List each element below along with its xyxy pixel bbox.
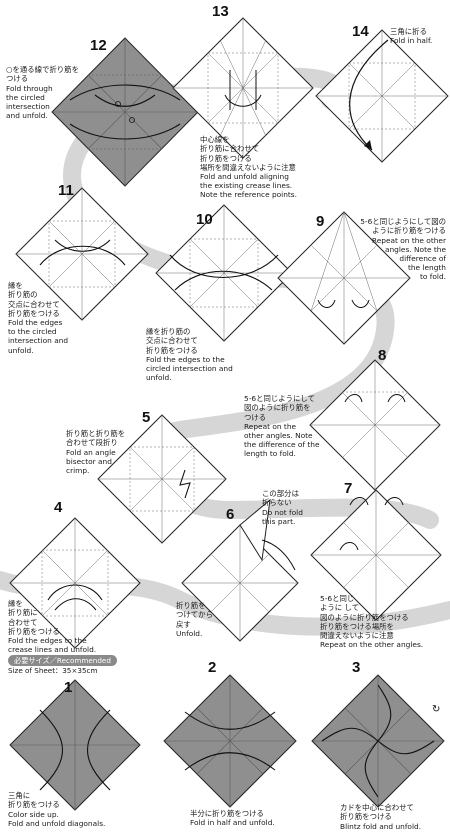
step-12-caption: ○を通る線で折り筋を つける Fold through the circled … <box>6 56 106 130</box>
step-10-ja: 縁を折り筋の 交点に合わせて 折り筋をつける <box>146 327 198 355</box>
step-number-3: 3 <box>352 659 361 676</box>
step-7-caption: 5-6と同じ ように して 図のように折り筋をつける 折り筋をつける場所を 間違… <box>320 585 448 659</box>
step-14-ja: 三角に折る <box>390 27 427 37</box>
recommended-badge: 必要サイズ／Recommended <box>8 655 117 666</box>
step-number-10: 10 <box>196 211 213 228</box>
step-9-caption: 5-6と同じようにして図の ように折り筋をつける Repeat on the o… <box>328 208 446 291</box>
step-8-ja: 5-6と同じようにして 図のように折り筋を つける <box>244 394 315 422</box>
step-12-ja: ○を通る線で折り筋を つける <box>6 65 79 84</box>
step-3-diamond: ↻ <box>311 674 445 808</box>
step-6-ja: 折り筋を つけてから 戻す <box>176 601 213 629</box>
step-11-en: Fold the edges to the circled intersecti… <box>8 318 69 355</box>
step-6-note-en: Do not fold this part. <box>262 507 303 526</box>
step-8-en: Repeat on the other angles. Note the dif… <box>244 421 320 459</box>
step-5-diamond <box>97 414 227 544</box>
step-11-caption: 縁を 折り筋の 交点に合わせて 折り筋をつける Fold the edges t… <box>8 272 88 364</box>
step-10-en: Fold the edges to the circled intersecti… <box>146 354 233 383</box>
step-14-diamond <box>315 29 449 163</box>
step-7-en: Repeat on the other angles. <box>320 640 424 650</box>
step-number-13: 13 <box>212 3 229 20</box>
recommended-size: 必要サイズ／Recommended Size of Sheet：35×35cm <box>8 655 117 675</box>
step-2-caption: 半分に折り筋をつける Fold in half and unfold. <box>190 800 320 837</box>
step-9-en: Repeat on the other angles. Note the dif… <box>371 235 446 282</box>
step-5-en: Fold an angle bisector and crimp. <box>66 447 116 476</box>
step-14-caption: 三角に折る Fold in half. <box>390 18 450 55</box>
step-9-ja: 5-6と同じようにして図の ように折り筋をつける <box>360 217 446 236</box>
step-13-caption: 中心線を 折り筋に合わせて 折り筋をつける 場所を間違えないように注意 Fold… <box>200 126 340 209</box>
step-6-en: Unfold. <box>176 628 203 638</box>
step-5-caption: 折り筋と折り筋を 合わせて段折り Fold an angle bisector … <box>66 420 146 484</box>
step-2-diamond <box>163 674 297 808</box>
step-9-diamond <box>277 211 411 345</box>
step-number-14: 14 <box>352 23 369 40</box>
step-14-en: Fold in half. <box>390 36 433 46</box>
step-4-caption: 縁を 折り筋に 合わせて 折り筋をつける Fold the edges to t… <box>8 590 118 664</box>
step-2-en: Fold in half and unfold. <box>190 818 275 828</box>
step-7-ja: 5-6と同じ ように して 図のように折り筋をつける 折り筋をつける場所を 間違… <box>320 594 409 641</box>
step-number-8: 8 <box>378 347 387 364</box>
step-number-6: 6 <box>226 506 235 523</box>
step-1-caption: 三角に 折り筋をつける Color side up. Fold and unfo… <box>8 782 148 837</box>
step-13-en: Fold and unfold aligning the existing cr… <box>200 172 298 200</box>
step-6-note: この部分は 折らない Do not fold this part. <box>262 480 342 535</box>
step-1-en: Color side up. Fold and unfold diagonals… <box>8 809 106 828</box>
step-number-9: 9 <box>316 213 325 230</box>
step-10-caption: 縁を折り筋の 交点に合わせて 折り筋をつける Fold the edges to… <box>146 318 266 392</box>
step-number-7: 7 <box>344 480 353 497</box>
step-1-diamond <box>9 679 141 811</box>
step-3-en: Blintz fold and unfold. <box>340 821 422 831</box>
svg-text:↻: ↻ <box>432 704 440 715</box>
step-12-en: Fold through the circled intersection an… <box>6 83 53 121</box>
step-3-caption: カドを中心に合わせて 折り筋をつける Blintz fold and unfol… <box>340 794 450 840</box>
step-8-caption: 5-6と同じようにして 図のように折り筋を つける Repeat on the … <box>244 385 334 468</box>
step-11-ja: 縁を 折り筋の 交点に合わせて 折り筋をつける <box>8 281 60 318</box>
step-10-diamond <box>155 204 293 342</box>
step-2-ja: 半分に折り筋をつける <box>190 809 264 819</box>
step-number-11: 11 <box>58 182 74 199</box>
step-3-ja: カドを中心に合わせて 折り筋をつける <box>340 803 414 822</box>
step-11-diamond <box>15 187 149 321</box>
step-number-2: 2 <box>208 659 217 676</box>
step-number-1: 1 <box>64 679 73 696</box>
step-13-diamond <box>172 17 314 159</box>
step-4-diamond <box>9 517 141 649</box>
step-4-ja: 縁を 折り筋に 合わせて 折り筋をつける <box>8 599 60 636</box>
step-6-diamond <box>181 498 299 642</box>
step-13-ja: 中心線を 折り筋に合わせて 折り筋をつける 場所を間違えないように注意 <box>200 135 296 172</box>
step-number-4: 4 <box>54 499 63 516</box>
step-7-diamond <box>310 489 442 621</box>
step-4-en: Fold the edges to the crease lines and u… <box>8 636 97 655</box>
step-5-ja: 折り筋と折り筋を 合わせて段折り <box>66 429 126 448</box>
step-6-caption: 折り筋を つけてから 戻す Unfold. <box>176 592 246 647</box>
step-12-diamond <box>51 37 199 187</box>
step-8-diamond <box>309 359 441 491</box>
sheet-size: Size of Sheet：35×35cm <box>8 666 98 675</box>
step-6-note-ja: この部分は 折らない <box>262 489 299 508</box>
step-number-12: 12 <box>90 37 107 54</box>
step-number-5: 5 <box>142 409 151 426</box>
step-1-ja: 三角に 折り筋をつける <box>8 791 60 810</box>
